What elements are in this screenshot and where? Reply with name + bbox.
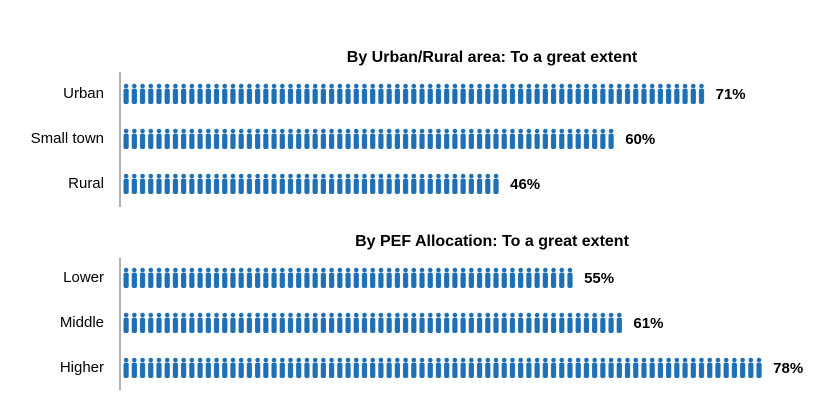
category-label: Rural [68, 175, 104, 192]
category-label: Higher [60, 359, 104, 376]
value-label: 60% [625, 131, 655, 148]
pictogram-bar [122, 128, 616, 150]
pictogram-bar [122, 173, 501, 195]
pictogram-bar [122, 267, 575, 289]
value-label: 78% [773, 360, 803, 377]
value-label: 46% [510, 176, 540, 193]
chart-title: By PEF Allocation: To a great extent [355, 233, 629, 250]
pictogram-bar [122, 83, 706, 105]
value-label: 61% [633, 315, 663, 332]
value-label: 55% [584, 270, 614, 287]
category-label: Lower [63, 269, 104, 286]
category-label: Middle [60, 314, 104, 331]
value-label: 71% [716, 86, 746, 103]
category-label: Small town [31, 130, 104, 147]
category-label: Urban [63, 85, 104, 102]
chart-title: By Urban/Rural area: To a great extent [347, 49, 638, 66]
pictogram-bar [122, 357, 764, 379]
pictogram-bar [122, 312, 624, 334]
